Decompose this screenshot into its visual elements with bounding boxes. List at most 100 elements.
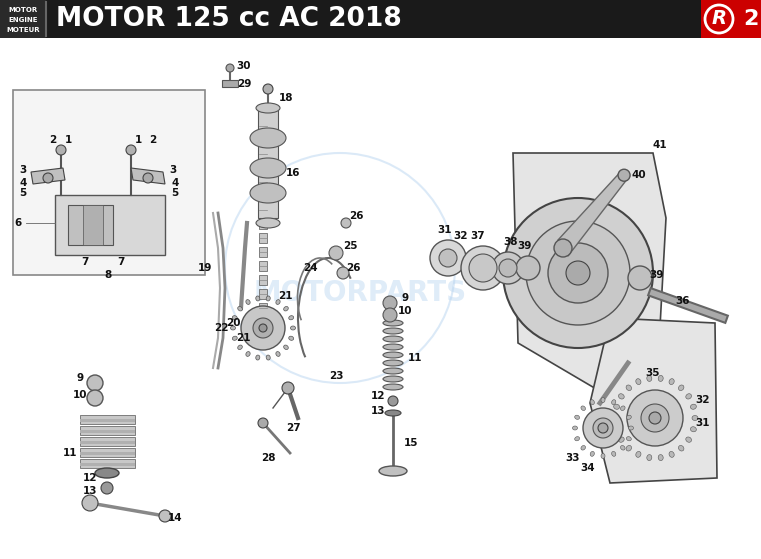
Text: 24: 24 [303,263,317,273]
Text: 8: 8 [104,270,112,280]
Bar [259,135,267,145]
Circle shape [548,243,608,303]
Ellipse shape [679,446,684,451]
Text: 32: 32 [454,231,468,241]
Ellipse shape [499,259,517,277]
Ellipse shape [635,452,641,457]
Polygon shape [590,318,717,483]
Ellipse shape [256,355,260,360]
Polygon shape [31,168,65,184]
Bar [80,448,135,457]
Text: 7: 7 [117,257,125,267]
Bar [80,430,135,433]
Text: 31: 31 [438,225,452,235]
Ellipse shape [612,452,616,456]
Bar [259,261,267,271]
Bar [80,437,135,446]
Text: 1: 1 [65,135,72,145]
Ellipse shape [619,437,624,442]
Circle shape [258,418,268,428]
Ellipse shape [383,336,403,342]
Ellipse shape [95,468,119,478]
Text: 26: 26 [345,263,360,273]
Ellipse shape [575,437,580,441]
Ellipse shape [383,360,403,366]
Circle shape [705,5,733,33]
Text: 25: 25 [342,241,357,251]
Circle shape [143,173,153,183]
Text: 4: 4 [19,178,27,188]
Ellipse shape [591,400,594,405]
Text: 36: 36 [676,296,690,306]
Text: 3: 3 [170,165,177,175]
Circle shape [263,84,273,94]
Text: 7: 7 [81,257,89,267]
Bar [68,205,113,245]
Text: 20: 20 [226,318,240,328]
Text: 35: 35 [646,368,661,378]
Ellipse shape [612,400,616,405]
Text: MOTOR: MOTOR [8,7,37,13]
Text: 2: 2 [49,135,56,145]
Circle shape [43,173,53,183]
Bar [259,177,267,187]
Circle shape [566,261,590,285]
Circle shape [641,404,669,432]
Ellipse shape [430,240,466,276]
Circle shape [82,495,98,511]
Circle shape [593,418,613,438]
Circle shape [87,390,103,406]
Bar [80,426,135,435]
Ellipse shape [581,446,585,450]
Circle shape [329,246,343,260]
Text: 13: 13 [83,486,97,496]
Ellipse shape [629,426,633,430]
Text: 23: 23 [329,371,343,381]
Circle shape [159,510,171,522]
Ellipse shape [383,328,403,334]
Text: 28: 28 [261,453,275,463]
Circle shape [337,267,349,279]
Text: 3: 3 [19,165,27,175]
Ellipse shape [626,415,632,419]
Ellipse shape [383,384,403,390]
Circle shape [282,382,294,394]
Ellipse shape [383,368,403,374]
Circle shape [101,482,113,494]
Ellipse shape [284,345,288,349]
Ellipse shape [612,415,618,420]
Ellipse shape [572,426,578,430]
Text: 34: 34 [581,463,595,473]
Text: 29: 29 [237,79,251,89]
Bar [80,419,135,422]
Ellipse shape [231,326,235,330]
Ellipse shape [383,344,403,350]
Ellipse shape [250,128,286,148]
Ellipse shape [613,427,619,432]
Text: 18: 18 [279,93,293,103]
Text: 27: 27 [285,423,301,433]
Ellipse shape [385,410,401,416]
Circle shape [649,412,661,424]
Circle shape [618,169,630,181]
Bar [80,463,135,466]
Ellipse shape [626,446,632,451]
Text: MOTOR 125 cc AC 2018: MOTOR 125 cc AC 2018 [56,6,402,32]
Ellipse shape [246,352,250,357]
Text: 21: 21 [278,291,292,301]
Circle shape [241,306,285,350]
Text: 5: 5 [171,188,179,198]
Ellipse shape [601,397,605,402]
Ellipse shape [383,320,403,326]
Bar [259,219,267,229]
Text: 4: 4 [171,178,179,188]
Circle shape [341,218,351,228]
Circle shape [126,145,136,155]
Ellipse shape [575,415,580,419]
Circle shape [554,239,572,257]
Ellipse shape [237,306,242,311]
Ellipse shape [439,249,457,267]
Ellipse shape [256,218,280,228]
Circle shape [383,308,397,322]
Text: 10: 10 [398,306,412,316]
